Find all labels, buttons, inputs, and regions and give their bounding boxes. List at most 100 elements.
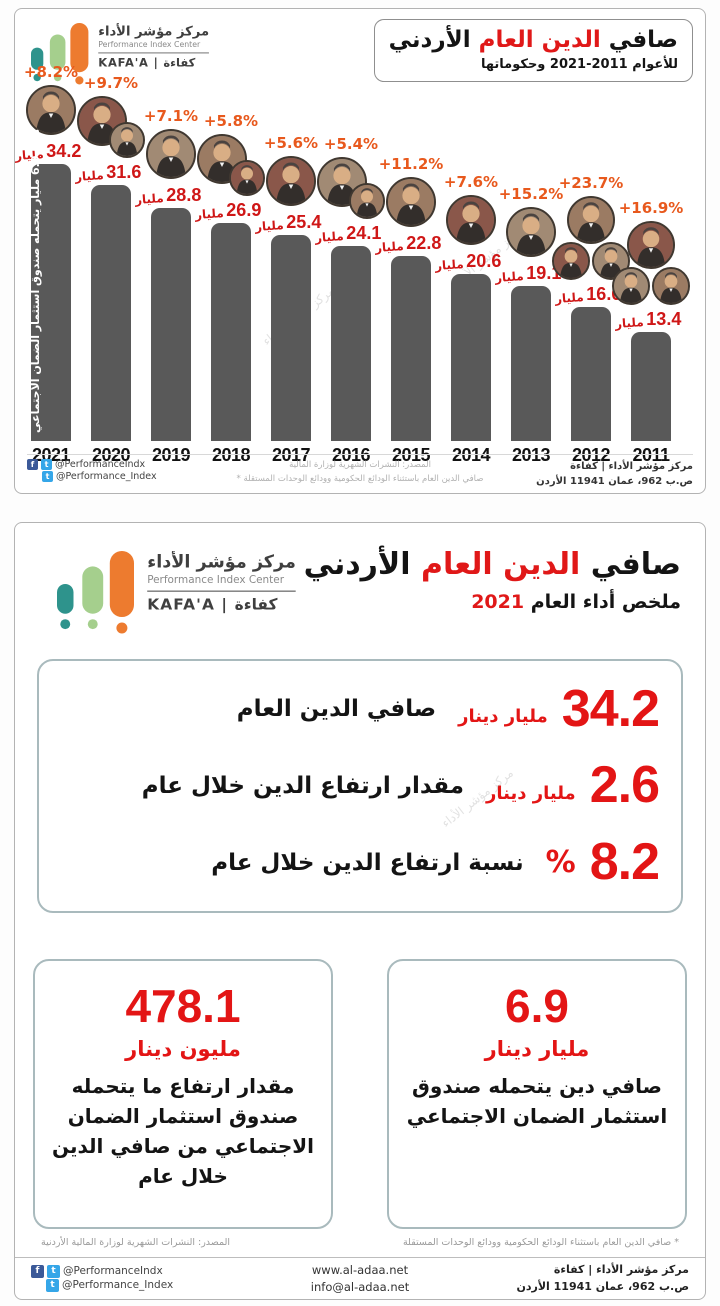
- pm-photo: [627, 221, 675, 270]
- debt-bar: منها 6.9 مليار يتحمله صندوق استثمار الضم…: [29, 129, 71, 441]
- debt-chart-panel: مركز مؤشر الأداء Performance Index Cente…: [14, 8, 706, 494]
- summary-box: 478.1 مليون دينار مقدار ارتفاع ما يتحمله ص…: [33, 959, 333, 1229]
- brand-name-arabic: مركز مؤشر الأداء: [147, 551, 296, 572]
- logo-dot-green: [87, 619, 98, 630]
- facebook-icon: [31, 1264, 44, 1278]
- social-handle-secondary[interactable]: @Performance_Index: [56, 471, 157, 482]
- debt-bar: [631, 332, 671, 441]
- bar-value-number: 34.2: [46, 140, 82, 161]
- pm-photo: [386, 177, 436, 228]
- social-handles: @PerformanceIndx @Performance_Index: [27, 459, 227, 483]
- pm-photos: [384, 177, 438, 229]
- brand-logo: مركز مؤشر الأداء Performance Index Cente…: [57, 551, 296, 639]
- social-handle-primary[interactable]: @PerformanceIndx: [63, 1265, 163, 1277]
- logo-pill-teal: [57, 584, 74, 614]
- pct-change-label: +5.8%: [203, 112, 259, 131]
- pct-change-label: +16.9%: [618, 199, 684, 218]
- pm-photos: [24, 84, 78, 137]
- key-stats-box: مركز مؤشر الأداء 34.2 مليار دينار صافي الد…: [37, 659, 683, 913]
- top-panel-footer: @PerformanceIndx @Performance_Index المص…: [27, 454, 693, 489]
- social-handle-secondary[interactable]: @Performance_Index: [62, 1279, 174, 1291]
- year-label: 2012: [571, 445, 611, 465]
- box-value: 6.9: [505, 980, 569, 1032]
- pct-change-label: +7.6%: [443, 173, 499, 192]
- stat-unit: مليار دينار: [486, 782, 576, 804]
- title-part: صافي: [608, 27, 678, 53]
- bar-value-label: 22.8 مليار: [374, 233, 441, 256]
- pct-change-label: +11.2%: [378, 155, 444, 174]
- bar-column: +7.6% 20.6 مليار: [434, 173, 502, 441]
- subtitle-text: ملخص أداء العام: [530, 591, 681, 613]
- debt-bar: [151, 207, 191, 441]
- year-label: 2020: [91, 445, 131, 465]
- source-note-right: * صافي الدين العام باستثناء الودائع الحك…: [402, 1237, 679, 1248]
- bar-value-label: 34.2 مليار: [14, 140, 82, 163]
- stat-row: 2.6 مليار دينار مقدار ارتفاع الدين خلال عا…: [57, 759, 663, 811]
- bar-column: +11.2% 22.8 مليار: [374, 155, 444, 441]
- brand-tagline: KAFA'A | كفاءة: [147, 596, 278, 614]
- year-label: 2018: [211, 445, 251, 465]
- bar-value-label: 25.4 مليار: [254, 212, 322, 234]
- stat-unit: مليار دينار: [458, 706, 548, 728]
- stat-label: صافي الدين العام: [236, 696, 437, 723]
- summary-subtitle: ملخص أداء العام 2021: [304, 591, 681, 613]
- debt-bar: [91, 185, 131, 441]
- box-label: مقدار ارتفاع ما يتحمله صندوق استثمار الض…: [51, 1074, 314, 1188]
- pm-photo: [109, 122, 145, 159]
- stat-row: 8.2% نسبة ارتفاع الدين خلال عام: [57, 836, 663, 888]
- pm-photo: [506, 207, 556, 258]
- debt-bar: [571, 306, 611, 441]
- bar-value-number: 24.1: [346, 222, 382, 243]
- twitter-icon: [41, 459, 52, 470]
- org-address: مركز مؤشر الأداء | كفاءة ص.ب 962، عمان 1…: [493, 459, 693, 489]
- pm-photos: [197, 134, 265, 197]
- year-label: 2013: [511, 445, 551, 465]
- summary-title: صافي الدين العام الأردني: [304, 547, 681, 582]
- title-part: الأردني: [388, 27, 471, 53]
- summary-title-block: صافي الدين العام الأردني ملخص أداء العام…: [304, 547, 681, 613]
- title-part-red: الدين العام: [420, 547, 581, 582]
- bar-value-label: 24.1 مليار: [314, 222, 382, 245]
- social-handle-primary[interactable]: @PerformanceIndx: [55, 459, 146, 470]
- email-link[interactable]: info@al-adaa.net: [310, 1279, 410, 1294]
- chart-subtitle: للأعوام 2011-2021 وحكوماتها: [480, 57, 678, 72]
- bar-value-unit: مليار: [374, 239, 404, 256]
- source-note-line1: المصدر: النشرات الشهرية لوزارة المالية: [289, 460, 431, 470]
- website-link[interactable]: www.al-adaa.net: [311, 1262, 409, 1277]
- bar-value-unit: مليار: [74, 168, 104, 185]
- bar-value-label: 26.9 مليار: [194, 200, 261, 223]
- contact-info: www.al-adaa.net info@al-adaa.net: [251, 1262, 469, 1295]
- bar-value-unit: مليار: [494, 269, 524, 286]
- logo-pill-orange: [70, 23, 89, 73]
- pct-change-label: +7.1%: [143, 106, 199, 125]
- pm-photos: [77, 96, 145, 159]
- pm-photos: [444, 195, 498, 247]
- brand-name-arabic: مركز مؤشر الأداء: [98, 23, 210, 39]
- pm-photo: [317, 156, 367, 207]
- pct-change-label: +5.6%: [263, 134, 319, 153]
- pct-change-label: +15.2%: [498, 185, 564, 204]
- summary-panel: مركز مؤشر الأداء Performance Index Cente…: [14, 522, 706, 1300]
- pct-change-label: +23.7%: [558, 173, 624, 192]
- brand-logo: مركز مؤشر الأداء Performance Index Cente…: [31, 23, 210, 89]
- bar-value-unit: مليار: [194, 206, 224, 223]
- bar-value-number: 31.6: [106, 162, 142, 183]
- debt-bar: [391, 256, 431, 441]
- logo-pill-orange: [109, 551, 134, 617]
- pm-photo: [652, 267, 690, 306]
- org-postal-address: ص.ب 962، عمان 11941 الأردن: [536, 476, 693, 487]
- debt-bar: [451, 274, 491, 441]
- bar-value-number: 25.4: [286, 212, 322, 233]
- debt-bar: [331, 245, 371, 441]
- org-postal-address: ص.ب 962، عمان 11941 الأردن: [516, 1279, 689, 1293]
- stat-label: نسبة ارتفاع الدين خلال عام: [211, 849, 524, 876]
- debt-bar: [271, 235, 311, 441]
- bar-column: +23.7% 16.6 مليار: [552, 173, 630, 441]
- pm-photos: [504, 207, 558, 259]
- debt-bar: [211, 223, 251, 441]
- bar-column: +9.7% 31.6 مليار: [74, 74, 145, 441]
- bar-value-unit: مليار: [314, 228, 344, 245]
- pm-photo: [229, 160, 265, 197]
- subtitle-year: 2021: [471, 591, 525, 613]
